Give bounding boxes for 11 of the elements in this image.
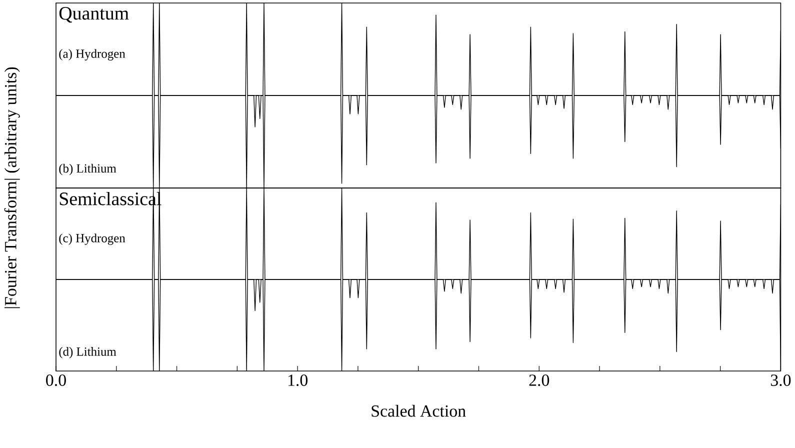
chart-title: Quantum	[59, 6, 129, 23]
text: (a) Hydrogen	[59, 49, 126, 60]
y-axis-title: |Fourier Transform| (arbitrary units)	[4, 67, 20, 308]
text: (b) Lithium	[59, 164, 116, 176]
x-tick-label: 2.0	[529, 374, 550, 386]
text: (d) Lithium	[59, 347, 116, 358]
x-tick-label: 3.0	[770, 374, 791, 386]
text: (c) Hydrogen	[59, 234, 126, 245]
x-axis-title: Scaled Action	[372, 404, 466, 417]
x-tick-label: 1.0	[288, 374, 308, 386]
x-tick-label: 0.0	[46, 374, 66, 386]
